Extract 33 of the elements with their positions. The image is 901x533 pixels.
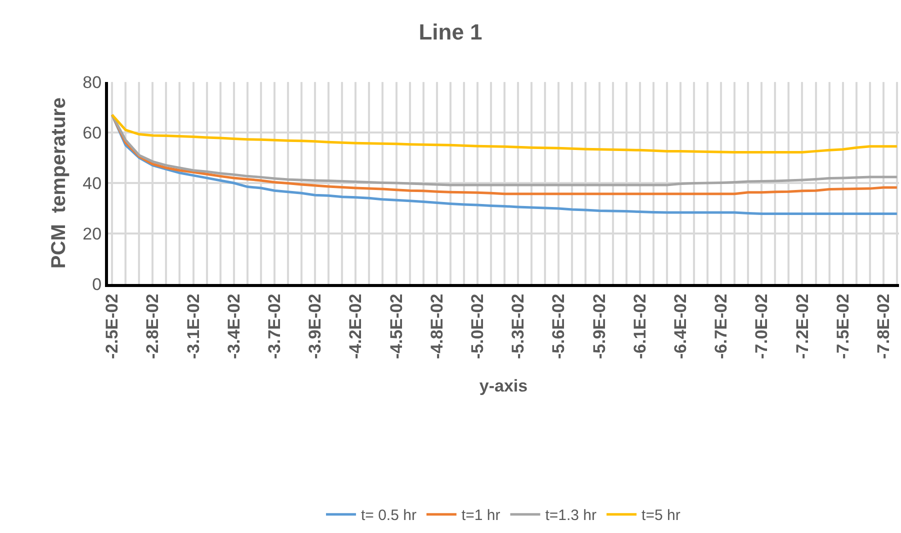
legend-label: t=1 hr bbox=[461, 507, 500, 524]
x-axis-title: y-axis bbox=[479, 376, 528, 396]
x-tick-label: -5.6E-02 bbox=[549, 294, 568, 360]
x-tick-label: -3.4E-02 bbox=[224, 294, 244, 360]
x-tick-label: -6.1E-02 bbox=[630, 294, 650, 360]
x-tick-label: -4.8E-02 bbox=[427, 294, 446, 360]
x-tick-label: -2.8E-02 bbox=[143, 294, 162, 360]
x-tick-label: -5.3E-02 bbox=[508, 294, 528, 360]
x-tick-label: -5.0E-02 bbox=[468, 294, 487, 360]
chart-title: Line 1 bbox=[418, 19, 482, 44]
x-tick-label: -7.2E-02 bbox=[792, 294, 812, 360]
x-tick-label: -7.5E-02 bbox=[833, 294, 852, 360]
x-tick-label: -6.4E-02 bbox=[670, 294, 690, 360]
y-tick-label: 20 bbox=[82, 224, 102, 244]
x-tick-label: -3.1E-02 bbox=[184, 294, 203, 360]
x-tick-label: -4.5E-02 bbox=[386, 294, 406, 360]
legend-label: t=5 hr bbox=[642, 507, 680, 524]
x-tick-label: -5.9E-02 bbox=[590, 294, 609, 360]
x-tick-label: -7.8E-02 bbox=[874, 294, 893, 360]
y-axis-title: PCM temperature bbox=[48, 97, 70, 269]
x-tick-label: -6.7E-02 bbox=[712, 294, 731, 360]
x-tick-label: -4.2E-02 bbox=[346, 294, 366, 360]
x-tick-label: -3.7E-02 bbox=[264, 294, 284, 360]
legend-label: t=1.3 hr bbox=[545, 507, 597, 524]
x-tick-label: -2.5E-02 bbox=[102, 294, 122, 360]
y-tick-label: 40 bbox=[82, 174, 102, 193]
legend-label: t= 0.5 hr bbox=[361, 507, 416, 524]
y-tick-label: 80 bbox=[82, 72, 102, 92]
y-tick-label: 60 bbox=[82, 123, 102, 142]
x-tick-label: -3.9E-02 bbox=[306, 294, 325, 360]
y-tick-label: 0 bbox=[92, 274, 102, 294]
line-series bbox=[110, 114, 898, 154]
x-tick-label: -7.0E-02 bbox=[752, 294, 772, 360]
